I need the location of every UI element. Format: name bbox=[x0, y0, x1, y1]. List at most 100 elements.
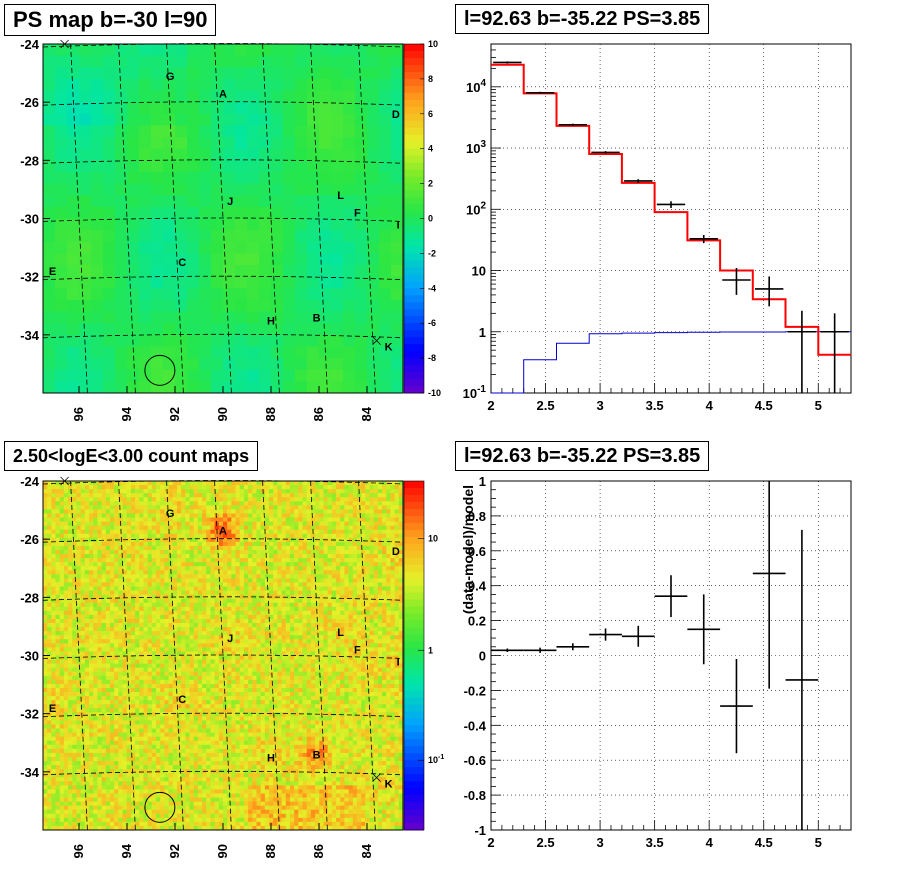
map-pixel bbox=[89, 724, 94, 729]
map-pixel bbox=[197, 606, 203, 612]
map-pixel bbox=[193, 687, 199, 693]
map-pixel bbox=[231, 509, 236, 514]
map-pixel bbox=[114, 813, 119, 819]
map-pixel bbox=[93, 586, 98, 591]
map-pixel bbox=[127, 125, 140, 138]
map-pixel bbox=[143, 825, 149, 831]
map-pixel bbox=[206, 651, 211, 656]
map-pixel bbox=[172, 493, 178, 498]
map-pixel bbox=[355, 299, 368, 312]
map-pixel bbox=[130, 671, 136, 677]
map-pixel bbox=[147, 590, 153, 596]
map-pixel bbox=[63, 777, 69, 782]
map-pixel bbox=[76, 493, 82, 498]
map-pixel bbox=[223, 809, 228, 815]
map-pixel bbox=[91, 218, 104, 231]
map-pixel bbox=[84, 797, 90, 802]
map-pixel bbox=[214, 655, 220, 660]
map-pixel bbox=[63, 821, 69, 827]
map-pixel bbox=[223, 708, 228, 713]
map-pixel bbox=[59, 712, 65, 717]
map-pixel bbox=[114, 769, 119, 774]
map-pixel bbox=[89, 497, 94, 502]
map-pixel bbox=[118, 671, 123, 677]
map-pixel bbox=[199, 183, 212, 196]
map-pixel bbox=[223, 732, 228, 738]
map-pixel bbox=[80, 801, 86, 807]
map-pixel bbox=[343, 346, 356, 359]
map-pixel bbox=[63, 781, 69, 786]
map-pixel bbox=[143, 679, 149, 685]
map-pixel bbox=[231, 566, 236, 571]
map-pixel bbox=[231, 525, 236, 531]
map-pixel bbox=[160, 683, 165, 689]
colorbar-band bbox=[404, 183, 424, 192]
map-pixel bbox=[391, 195, 404, 208]
map-pixel bbox=[114, 708, 119, 713]
map-pixel bbox=[114, 627, 119, 632]
map-pixel bbox=[72, 541, 77, 547]
map-pixel bbox=[218, 736, 224, 742]
map-pixel bbox=[63, 732, 69, 738]
y-tick-label: -26 bbox=[20, 95, 39, 110]
map-pixel bbox=[185, 720, 190, 725]
map-pixel bbox=[176, 497, 182, 502]
map-pixel bbox=[206, 501, 211, 506]
map-pixel bbox=[84, 497, 90, 502]
map-pixel bbox=[218, 513, 224, 518]
map-pixel bbox=[156, 566, 161, 571]
map-pixel bbox=[151, 509, 157, 514]
map-pixel bbox=[79, 67, 92, 80]
map-pixel bbox=[202, 720, 207, 725]
map-pixel bbox=[143, 789, 149, 794]
map-pixel bbox=[227, 614, 232, 620]
map-pixel bbox=[202, 509, 207, 514]
map-pixel bbox=[210, 732, 216, 738]
map-pixel bbox=[80, 610, 86, 616]
map-pixel bbox=[147, 509, 153, 514]
map-pixel bbox=[130, 651, 136, 656]
map-pixel bbox=[55, 489, 61, 494]
map-pixel bbox=[211, 230, 224, 243]
map-pixel bbox=[63, 521, 69, 527]
map-pixel bbox=[156, 777, 161, 782]
map-pixel bbox=[97, 635, 103, 640]
map-pixel bbox=[223, 485, 228, 490]
map-pixel bbox=[89, 655, 94, 660]
map-pixel bbox=[63, 635, 69, 640]
map-pixel bbox=[231, 700, 236, 705]
map-pixel bbox=[130, 623, 136, 628]
map-pixel bbox=[295, 183, 308, 196]
map-pixel bbox=[271, 90, 284, 103]
map-pixel bbox=[151, 485, 157, 490]
map-pixel bbox=[79, 311, 92, 324]
map-pixel bbox=[97, 720, 103, 725]
map-pixel bbox=[259, 78, 272, 91]
map-pixel bbox=[197, 700, 203, 705]
source-label-k: K bbox=[385, 341, 393, 353]
map-pixel bbox=[115, 299, 128, 312]
colorbar-band bbox=[404, 372, 424, 380]
map-pixel bbox=[231, 692, 236, 697]
map-pixel bbox=[172, 529, 178, 535]
map-pixel bbox=[176, 481, 182, 486]
map-pixel bbox=[118, 627, 123, 632]
map-pixel bbox=[189, 821, 195, 827]
map-pixel bbox=[105, 489, 111, 494]
map-pixel bbox=[218, 501, 224, 506]
map-pixel bbox=[47, 667, 52, 673]
map-pixel bbox=[247, 288, 260, 301]
map-pixel bbox=[101, 821, 107, 827]
map-pixel bbox=[151, 659, 157, 665]
map-pixel bbox=[355, 369, 368, 382]
map-pixel bbox=[176, 720, 182, 725]
colorbar-band bbox=[404, 78, 424, 87]
map-pixel bbox=[126, 586, 132, 591]
map-pixel bbox=[197, 485, 203, 490]
map-pixel bbox=[206, 631, 211, 636]
map-pixel bbox=[43, 797, 48, 802]
map-pixel bbox=[130, 643, 136, 648]
map-pixel bbox=[214, 700, 220, 705]
map-pixel bbox=[355, 346, 368, 359]
map-pixel bbox=[97, 529, 103, 535]
